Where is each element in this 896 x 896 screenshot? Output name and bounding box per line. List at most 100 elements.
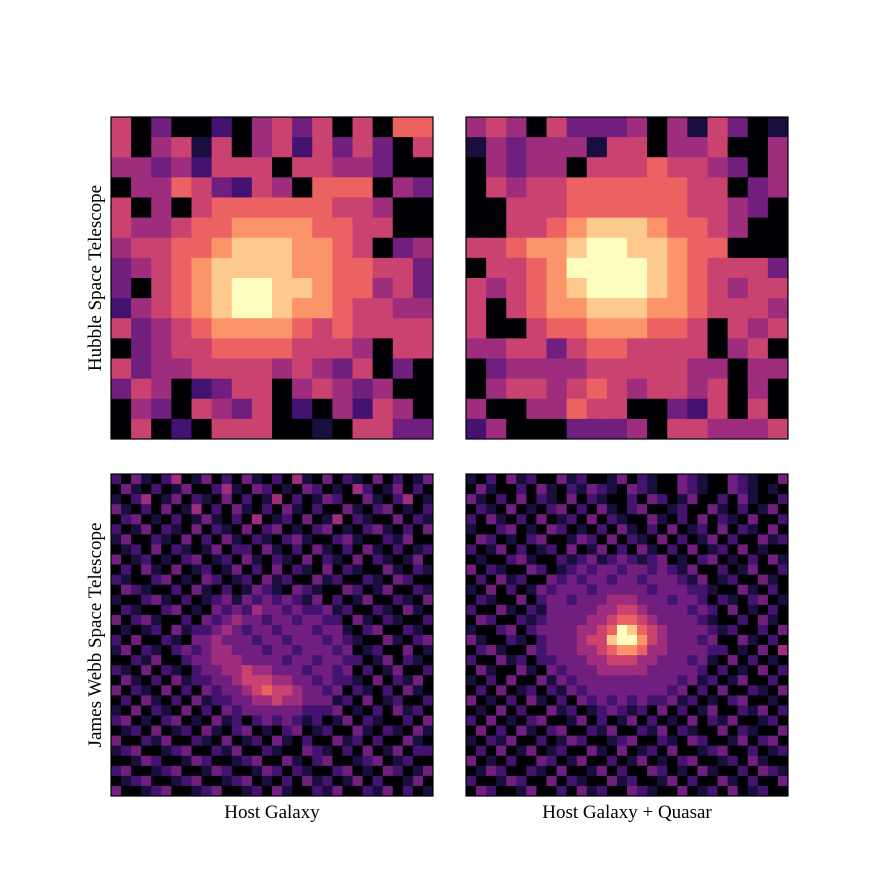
pixel — [747, 298, 769, 319]
pixel — [647, 474, 658, 485]
pixel — [687, 298, 708, 319]
pixel — [131, 514, 142, 525]
pixel — [211, 494, 223, 505]
pixel — [727, 137, 749, 158]
pixel — [616, 624, 628, 636]
pixel — [466, 665, 477, 676]
pixel — [747, 685, 759, 696]
pixel — [121, 635, 132, 646]
pixel — [131, 665, 142, 676]
pixel — [111, 418, 132, 440]
pixel — [272, 157, 293, 178]
pixel — [506, 635, 517, 646]
pixel — [231, 534, 243, 545]
pixel — [412, 298, 434, 319]
pixel — [402, 755, 414, 767]
pixel — [121, 685, 132, 696]
pixel — [546, 645, 557, 656]
pixel — [191, 775, 202, 787]
pixel — [412, 544, 424, 555]
pixel — [526, 635, 537, 646]
pixel — [372, 695, 384, 706]
pixel — [111, 474, 122, 485]
pixel — [526, 574, 537, 586]
pixel — [747, 785, 759, 797]
pixel — [727, 725, 739, 736]
pixel — [767, 398, 789, 420]
pixel — [251, 635, 263, 646]
pixel — [566, 715, 578, 726]
pixel — [181, 695, 192, 706]
pixel — [496, 564, 507, 575]
pixel — [647, 504, 658, 515]
pixel — [717, 775, 728, 787]
pixel — [302, 544, 313, 555]
pixel — [697, 725, 708, 736]
pixel — [556, 755, 567, 767]
pixel — [616, 554, 628, 565]
pixel — [526, 765, 537, 777]
pixel — [687, 237, 708, 259]
pixel — [657, 604, 668, 616]
pixel — [546, 655, 557, 666]
pixel — [141, 685, 152, 696]
pixel — [767, 735, 779, 747]
pixel — [272, 775, 283, 787]
pixel — [566, 665, 578, 676]
pixel — [566, 604, 578, 616]
pixel — [141, 695, 152, 706]
pixel — [566, 745, 578, 757]
pixel — [596, 755, 608, 767]
pixel — [496, 534, 507, 545]
pixel — [121, 554, 132, 565]
pixel — [141, 765, 152, 777]
pixel — [496, 574, 507, 586]
pixel — [677, 504, 688, 515]
pixel — [181, 715, 192, 726]
pixel — [506, 765, 517, 777]
pixel — [171, 514, 182, 525]
pixel — [616, 685, 628, 696]
pixel — [342, 584, 353, 596]
pixel — [757, 574, 769, 586]
pixel — [586, 655, 598, 666]
pixel — [546, 398, 567, 420]
pixel — [546, 614, 557, 626]
pixel — [747, 217, 769, 239]
pixel — [727, 494, 739, 505]
pixel — [402, 765, 414, 777]
pixel — [352, 564, 363, 575]
pixel — [556, 594, 567, 606]
pixel — [576, 554, 588, 565]
pixel — [312, 257, 333, 279]
pixel — [312, 745, 323, 757]
pixel — [241, 554, 253, 565]
pixel — [506, 338, 527, 359]
pixel — [637, 665, 648, 676]
pixel — [382, 604, 394, 616]
pixel — [111, 705, 122, 716]
pixel — [332, 197, 353, 218]
pixel — [476, 745, 487, 757]
pixel — [707, 534, 718, 545]
pixel — [566, 197, 588, 218]
pixel — [292, 564, 303, 575]
pixel — [261, 524, 273, 535]
pixel — [352, 237, 373, 259]
pixel — [191, 705, 202, 716]
pixel — [422, 715, 434, 726]
pixel — [627, 745, 638, 757]
pixel — [586, 645, 598, 656]
pixel — [596, 765, 608, 777]
pixel — [506, 715, 517, 726]
pixel — [231, 564, 243, 575]
pixel — [516, 685, 527, 696]
pixel — [556, 675, 567, 686]
pixel — [777, 715, 789, 726]
pixel — [322, 594, 333, 606]
pixel — [767, 624, 779, 636]
pixel — [717, 725, 728, 736]
pixel — [231, 554, 243, 565]
pixel — [221, 735, 233, 747]
pixel — [526, 604, 537, 616]
